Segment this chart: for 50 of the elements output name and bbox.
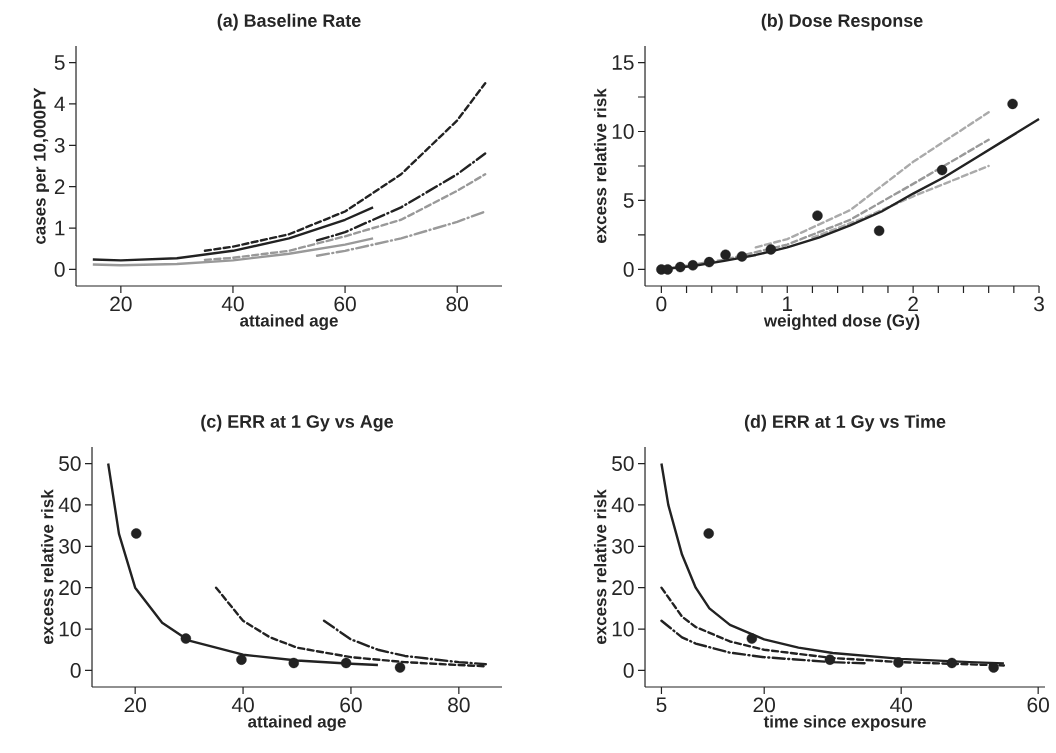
y-tick-label: 5: [54, 55, 65, 70]
x-tick-label: 0: [656, 296, 667, 312]
y-tick-label: 15: [612, 55, 634, 70]
y-axis-title: excess relative risk: [40, 489, 54, 645]
x-axis-title: attained age: [240, 314, 338, 331]
y-tick-label: 0: [54, 262, 65, 277]
x-tick-label: 80: [446, 296, 468, 312]
x-axis-title: weighted dose (Gy): [763, 314, 920, 331]
y-tick-label: 0: [623, 262, 634, 277]
x-axis-title: time since exposure: [763, 715, 926, 731]
y-tick-label: 10: [59, 621, 81, 637]
y-tick-label: 0: [623, 663, 634, 678]
chart-title: (d) ERR at 1 Gy vs Time: [744, 414, 946, 432]
x-tick-label: 3: [1033, 296, 1044, 312]
x-tick-label: 60: [340, 697, 362, 713]
chart-title: (c) ERR at 1 Gy vs Age: [201, 414, 394, 432]
x-tick-label: 20: [110, 296, 132, 312]
y-tick-label: 50: [612, 456, 634, 471]
x-tick-label: 40: [231, 697, 254, 713]
chart-title: (b) Dose Response: [761, 13, 923, 31]
y-axis-title: cases per 10,000PY: [33, 87, 50, 244]
x-tick-label: 20: [753, 697, 775, 713]
y-tick-label: 0: [70, 663, 81, 678]
y-tick-label: 20: [612, 580, 634, 596]
x-tick-label: 40: [890, 697, 912, 713]
chart-title: (a) Baseline Rate: [217, 13, 361, 31]
x-tick-label: 5: [656, 697, 667, 713]
y-tick-label: 5: [623, 193, 634, 208]
y-tick-label: 20: [59, 580, 81, 596]
y-tick-label: 40: [58, 497, 81, 513]
x-tick-label: 80: [448, 697, 470, 713]
x-tick-label: 1: [783, 296, 793, 311]
y-tick-label: 30: [612, 538, 634, 554]
y-tick-label: 4: [54, 96, 65, 112]
y-tick-label: 40: [611, 497, 634, 513]
y-tick-label: 1: [55, 220, 65, 236]
y-tick-label: 10: [612, 124, 634, 139]
y-tick-label: 2: [54, 179, 65, 194]
y-tick-label: 10: [612, 621, 634, 637]
y-tick-label: 3: [54, 137, 65, 153]
x-tick-label: 2: [908, 296, 918, 312]
y-tick-label: 50: [59, 456, 81, 471]
x-tick-label: 40: [221, 296, 244, 312]
x-tick-label: 60: [1027, 697, 1049, 713]
x-tick-label: 60: [334, 296, 356, 312]
x-tick-label: 20: [124, 697, 146, 713]
y-tick-label: 30: [59, 538, 81, 554]
x-axis-title: attained age: [248, 715, 346, 732]
y-axis-title: excess relative risk: [593, 88, 607, 244]
y-axis-title: excess relative risk: [593, 489, 607, 645]
